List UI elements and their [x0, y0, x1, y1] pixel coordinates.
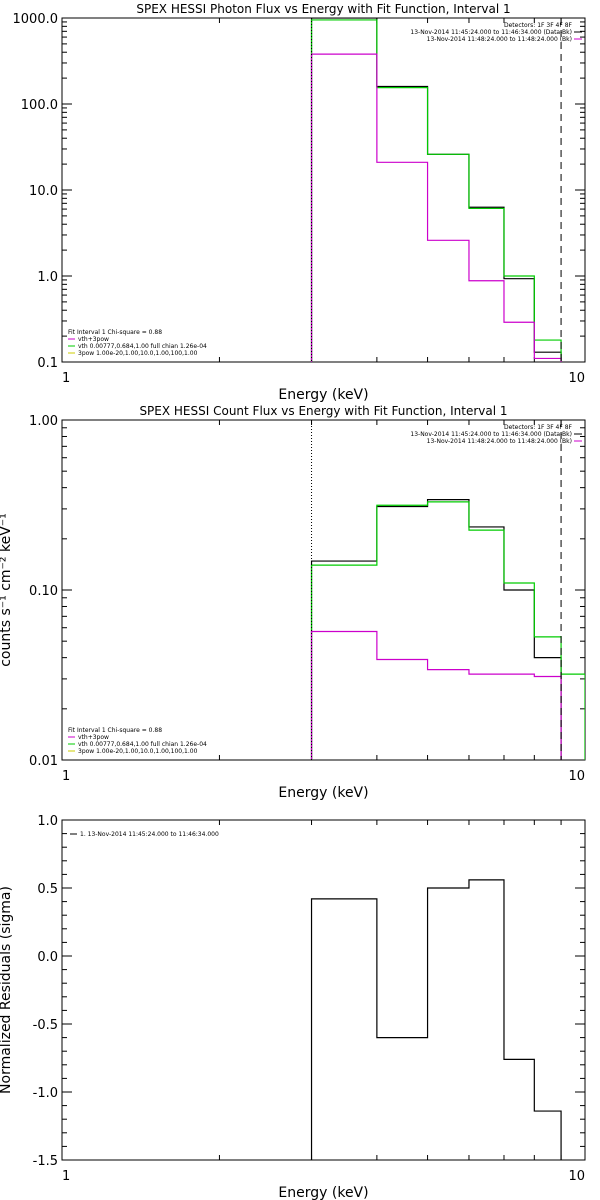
legend-text: Fit Interval 1 Chi-square = 0.88 — [68, 727, 162, 734]
series-line-1 — [310, 879, 562, 1160]
chart-title: SPEX HESSI Photon Flux vs Energy with Fi… — [136, 2, 510, 16]
plot-frame — [61, 819, 586, 1161]
y-tick-label: 10.0 — [29, 184, 58, 199]
y-axis-label: counts s⁻¹ cm⁻² keV⁻¹ — [0, 513, 14, 667]
y-tick-label: 0.0 — [37, 950, 58, 965]
legend-text: Fit Interval 1 Chi-square = 0.88 — [68, 329, 162, 336]
legend-text: 3pow 1.00e-20,1.00,10.0,1.00,100,1.00 — [78, 350, 198, 357]
chart-panel-2: 1 10 0.01 0.10 1.00 SPEX HESSI Count Flux vs … — [0, 404, 586, 801]
y-tick-label: 0.10 — [29, 584, 58, 599]
x-tick-label: 1 — [62, 769, 70, 784]
chart-panel-1: 1 10 0.1 1.0 10.0 100.0 1000.0 SPEX HESSI Photo… — [13, 2, 586, 403]
legend-text: 13-Nov-2014 11:45:24.000 to 11:46:34.000… — [410, 29, 572, 36]
x-axis-label: Energy (keV) — [278, 1185, 368, 1200]
series-line-2 — [310, 19, 562, 362]
x-tick-label: 10 — [568, 1169, 585, 1184]
series-line-3 — [310, 53, 562, 362]
x-tick-label: 10 — [568, 769, 585, 784]
chart-panel-3: 1 10 -1.5 -1.0 -0.5 0.0 0.5 1.0 Energy (keV) Norm… — [0, 814, 586, 1200]
y-tick-label: 1000.0 — [13, 12, 59, 27]
x-axis-label: Energy (keV) — [278, 387, 368, 403]
legend-text: 3pow 1.00e-20,1.00,10.0,1.00,100,1.00 — [78, 748, 198, 755]
y-tick-label: -0.5 — [33, 1018, 58, 1033]
legend-text: vth 0.00777,0.684,1.00 full chian 1.26e-… — [78, 741, 207, 748]
legend-text: Detectors: 1F 3F 4F 8F — [504, 22, 573, 29]
series-line-3 — [310, 630, 562, 760]
series-line-2 — [310, 501, 585, 760]
y-tick-label: 0.1 — [37, 356, 58, 371]
legend-text: 13-Nov-2014 11:48:24.000 to 11:48:24.000… — [427, 36, 572, 43]
chart-title: SPEX HESSI Count Flux vs Energy with Fit… — [139, 404, 507, 418]
y-tick-label: 0.01 — [29, 754, 58, 769]
y-tick-label: -1.0 — [33, 1086, 58, 1101]
legend-text: vth+3pow — [78, 336, 109, 343]
legend-text: 13-Nov-2014 11:48:24.000 to 11:48:24.000… — [427, 438, 572, 445]
legend-text: Detectors: 1F 3F 4F 8F — [504, 424, 573, 431]
x-tick-label: 10 — [568, 371, 585, 386]
data-area — [310, 420, 585, 760]
y-tick-label: 1.00 — [29, 414, 58, 429]
data-area — [310, 879, 562, 1160]
plot-frame — [61, 17, 586, 363]
legend-text: vth 0.00777,0.684,1.00 full chian 1.26e-… — [78, 343, 207, 350]
legend-text: 1. 13-Nov-2014 11:45:24.000 to 11:46:34.… — [80, 831, 219, 838]
y-axis-label: Normalized Residuals (sigma) — [0, 886, 14, 1094]
x-tick-label: 1 — [62, 371, 70, 386]
series-line-1 — [310, 499, 562, 760]
y-tick-label: 1.0 — [37, 270, 58, 285]
y-tick-label: 1.0 — [37, 814, 58, 829]
data-area — [310, 18, 562, 362]
y-tick-label: -1.5 — [33, 1154, 58, 1169]
series-line-1 — [310, 18, 562, 362]
y-tick-label: 100.0 — [21, 98, 58, 113]
y-tick-label: 0.5 — [37, 882, 58, 897]
legend-text: 13-Nov-2014 11:45:24.000 to 11:46:34.000… — [410, 431, 572, 438]
x-tick-label: 1 — [62, 1169, 70, 1184]
legend-text: vth+3pow — [78, 734, 109, 741]
x-axis-label: Energy (keV) — [278, 785, 368, 801]
